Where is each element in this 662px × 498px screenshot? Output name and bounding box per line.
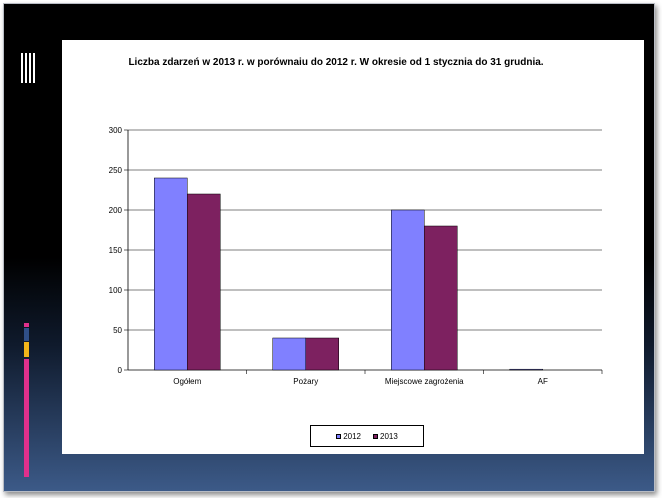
legend-swatch-2013 — [373, 433, 378, 439]
chart-slide: Liczba zdarzeń w 2013 r. w porównaiu do … — [62, 40, 644, 454]
chart-title: Liczba zdarzeń w 2013 r. w porównaiu do … — [128, 57, 544, 68]
x-tick-label: Miejscowe zagrożenia — [385, 377, 464, 386]
y-tick-label: 300 — [109, 126, 123, 135]
y-tick-label: 250 — [109, 166, 123, 175]
accent-bar-yellow — [24, 342, 29, 357]
bar-chart: 0 50 100 150 200 250 300 Ogółem Pożary Miejscowe … — [109, 126, 603, 386]
legend-item-2012: 2012 — [336, 432, 361, 441]
bar-2013-0 — [187, 193, 221, 371]
chart-legend: 2012 2013 — [310, 425, 424, 447]
legend-item-2013: 2013 — [373, 432, 398, 441]
slide-frame: Liczba zdarzeń w 2013 r. w porównaiu do … — [3, 3, 655, 492]
x-tick-label: AF — [538, 377, 548, 386]
legend-label-2013: 2013 — [380, 431, 398, 441]
bar-2012-1 — [272, 337, 306, 371]
legend-swatch-2012 — [336, 433, 342, 439]
bar-2013-2 — [424, 225, 458, 371]
y-tick-label: 0 — [118, 366, 123, 375]
x-tick-label: Ogółem — [173, 377, 201, 386]
bar-2012-2 — [391, 209, 425, 371]
film-strip-icon — [21, 53, 36, 83]
bar-2013-1 — [305, 337, 339, 371]
accent-bar-navy — [24, 328, 29, 341]
legend-label-2012: 2012 — [343, 431, 361, 441]
bar-2012-3 — [509, 368, 543, 371]
accent-bar-pink-top — [24, 323, 29, 327]
y-tick-label: 150 — [109, 246, 123, 255]
y-tick-label: 100 — [109, 286, 123, 295]
x-tick-label: Pożary — [293, 377, 318, 386]
accent-bar-pink-bottom — [24, 359, 29, 477]
bar-2012-0 — [154, 177, 188, 371]
y-tick-label: 200 — [109, 206, 123, 215]
y-tick-label: 50 — [113, 326, 122, 335]
